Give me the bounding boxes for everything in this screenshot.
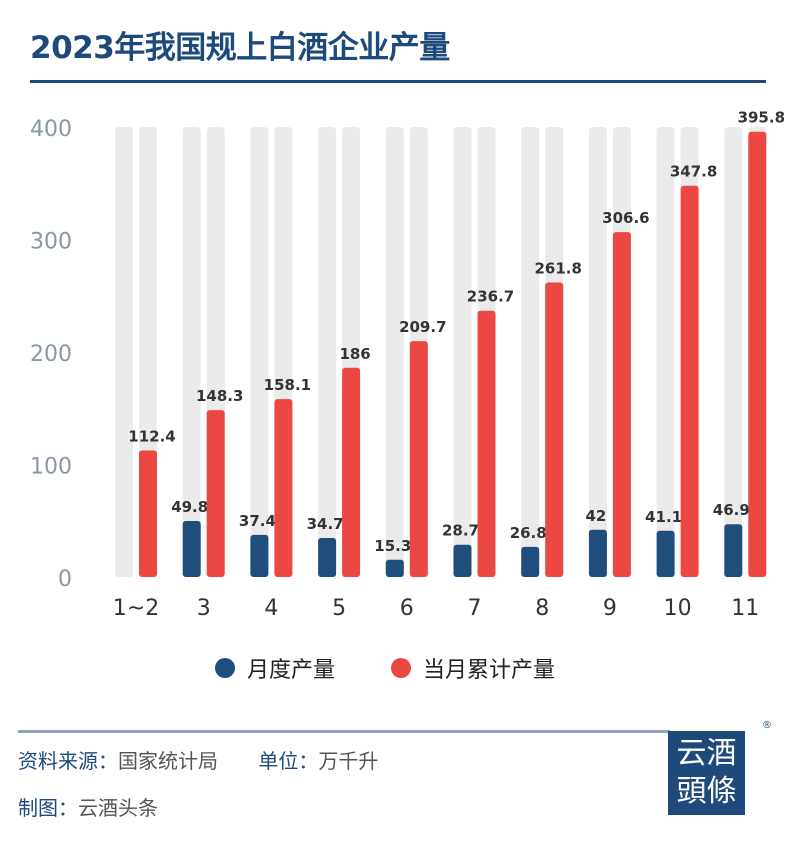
y-tick-label: 100 xyxy=(30,455,72,480)
x-tick-label: 10 xyxy=(664,596,692,621)
bar-track xyxy=(656,127,675,577)
chart-title: 2023年我国规上白酒企业产量 xyxy=(30,30,450,66)
bar-track xyxy=(385,127,404,577)
x-tick-label: 7 xyxy=(468,596,482,621)
monthly-bar xyxy=(182,520,201,577)
y-tick-label: 400 xyxy=(30,117,72,142)
monthly-bar xyxy=(318,537,337,577)
monthly-bar xyxy=(521,546,540,577)
legend-swatch xyxy=(391,658,412,678)
cumulative-bar xyxy=(409,341,428,577)
data-label: 41.1 xyxy=(645,508,682,526)
data-label: 395.8 xyxy=(738,109,785,127)
cumulative-bar xyxy=(274,399,293,577)
bar-track xyxy=(318,127,337,577)
bar-track xyxy=(182,127,201,577)
monthly-bar xyxy=(385,559,404,577)
logo-text: 云酒 xyxy=(676,736,737,771)
cumulative-bar xyxy=(612,232,631,577)
data-label: 186 xyxy=(339,345,370,363)
data-label: 28.7 xyxy=(442,522,479,540)
data-label: 112.4 xyxy=(128,428,175,446)
monthly-bar xyxy=(453,544,472,577)
bar-track xyxy=(115,127,133,577)
data-label: 15.3 xyxy=(374,537,411,555)
data-label: 261.8 xyxy=(534,259,581,277)
bar-chart: 0 100 200 300 400 112.4 1~2 49.8 148.3 3 37.4 158.1… xyxy=(30,109,785,621)
maker-label: 制图： xyxy=(18,796,78,820)
legend-swatch xyxy=(215,658,235,678)
data-label: 158.1 xyxy=(264,376,311,394)
data-label: 306.6 xyxy=(602,209,649,227)
cumulative-bar xyxy=(545,282,564,577)
source-value: 国家统计局 xyxy=(118,749,218,773)
data-label: 34.7 xyxy=(307,515,344,533)
monthly-bar xyxy=(588,529,607,577)
title-divider xyxy=(30,80,766,83)
logo-text: 頭條 xyxy=(676,774,737,809)
data-label: 209.7 xyxy=(399,318,446,336)
registered-mark: ® xyxy=(762,720,772,731)
legend: 月度产量 当月累计产量 xyxy=(215,652,555,684)
y-tick-label: 200 xyxy=(30,342,72,367)
source-label: 资料来源： xyxy=(18,749,118,773)
x-tick-label: 11 xyxy=(731,596,759,621)
x-tick-label: 1~2 xyxy=(113,596,159,621)
bar-track xyxy=(250,127,269,577)
cumulative-bar xyxy=(748,131,767,577)
monthly-bar xyxy=(724,524,743,577)
data-label: 46.9 xyxy=(713,501,750,519)
data-label: 347.8 xyxy=(670,163,717,181)
unit-value: 万千升 xyxy=(318,749,379,773)
x-tick-label: 6 xyxy=(400,596,414,621)
x-tick-label: 8 xyxy=(535,596,549,621)
unit-label: 单位： xyxy=(258,749,319,773)
cumulative-bar xyxy=(477,310,496,577)
bar-track xyxy=(521,127,540,577)
legend-item-cumulative: 当月累计产量 xyxy=(391,652,555,684)
maker-line: 制图：云酒头条 xyxy=(18,792,158,821)
data-label: 37.4 xyxy=(239,512,276,530)
x-tick-label: 3 xyxy=(197,596,211,621)
legend-item-monthly: 月度产量 xyxy=(215,652,335,684)
x-tick-label: 9 xyxy=(603,596,617,621)
cumulative-bar xyxy=(680,185,699,577)
monthly-bar xyxy=(250,534,269,577)
data-label: 42 xyxy=(585,507,606,525)
cumulative-bar xyxy=(139,450,157,577)
footer-divider xyxy=(18,730,670,733)
x-tick-label: 4 xyxy=(264,596,278,621)
x-tick-label: 5 xyxy=(332,596,346,621)
brand-logo: 云酒 頭條 xyxy=(668,731,745,815)
data-label: 236.7 xyxy=(467,288,514,306)
cumulative-bar xyxy=(342,367,361,577)
bar-track xyxy=(724,127,743,577)
data-label: 148.3 xyxy=(196,387,243,405)
maker-value: 云酒头条 xyxy=(78,796,158,820)
cumulative-bar xyxy=(206,410,225,577)
data-label: 49.8 xyxy=(171,498,208,516)
y-tick-label: 0 xyxy=(58,567,72,592)
data-label: 26.8 xyxy=(510,524,547,542)
source-line: 资料来源：国家统计局 单位：万千升 xyxy=(18,745,378,774)
bar-track xyxy=(588,127,607,577)
y-tick-label: 300 xyxy=(30,230,72,255)
bar-track xyxy=(453,127,472,577)
monthly-bar xyxy=(656,530,675,577)
legend-label: 当月累计产量 xyxy=(423,658,556,683)
legend-label: 月度产量 xyxy=(247,658,336,683)
